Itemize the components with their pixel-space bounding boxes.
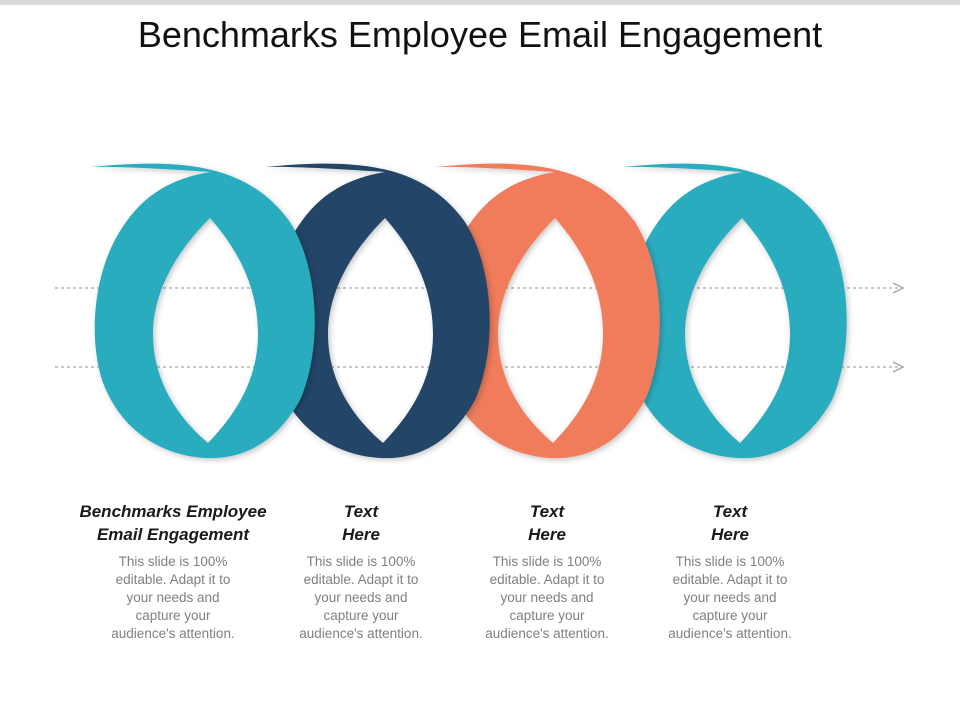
item-3-desc-line: editable. Adapt it to (489, 572, 605, 587)
item-4-desc-line: This slide is 100% (675, 554, 785, 569)
item-2-desc-line: This slide is 100% (306, 554, 416, 569)
item-3-heading-line1: Text (529, 502, 565, 521)
item-3: Text Here This slide is 100% editable. A… (442, 500, 652, 643)
item-3-description: This slide is 100% editable. Adapt it to… (442, 553, 652, 643)
item-2-desc-line: editable. Adapt it to (303, 572, 419, 587)
loop-4 (622, 163, 847, 459)
item-3-desc-line: audience's attention. (485, 626, 609, 641)
top-bar (0, 0, 960, 5)
item-2-heading: Text Here (256, 500, 466, 546)
item-4-desc-line: capture your (692, 608, 768, 623)
item-4-desc-line: audience's attention. (668, 626, 792, 641)
item-3-heading: Text Here (442, 500, 652, 546)
item-3-desc-line: This slide is 100% (492, 554, 602, 569)
item-4-description: This slide is 100% editable. Adapt it to… (625, 553, 835, 643)
item-4-desc-line: editable. Adapt it to (672, 572, 788, 587)
item-2-heading-line2: Here (342, 525, 380, 544)
item-1-heading-line1: Benchmarks Employee (79, 502, 267, 521)
loop-1 (90, 163, 315, 459)
item-1-desc-line: editable. Adapt it to (115, 572, 231, 587)
item-4-heading-line2: Here (711, 525, 749, 544)
item-2-desc-line: your needs and (314, 590, 408, 605)
item-3-desc-line: capture your (509, 608, 585, 623)
item-4: Text Here This slide is 100% editable. A… (625, 500, 835, 643)
item-3-desc-line: your needs and (500, 590, 594, 605)
page-title: Benchmarks Employee Email Engagement (137, 14, 823, 55)
loop-3 (435, 163, 660, 459)
item-2-heading-line1: Text (343, 502, 379, 521)
item-4-heading: Text Here (625, 500, 835, 546)
item-1: Benchmarks Employee Email Engagement Thi… (68, 500, 278, 643)
item-1-desc-line: audience's attention. (111, 626, 235, 641)
loop-2 (265, 163, 490, 459)
item-1-desc-line: This slide is 100% (118, 554, 228, 569)
item-4-desc-line: your needs and (683, 590, 777, 605)
item-1-description: This slide is 100% editable. Adapt it to… (68, 553, 278, 643)
item-4-heading-line1: Text (712, 502, 748, 521)
item-1-desc-line: capture your (135, 608, 211, 623)
item-3-heading-line2: Here (528, 525, 566, 544)
item-2-description: This slide is 100% editable. Adapt it to… (256, 553, 466, 643)
item-2-desc-line: capture your (323, 608, 399, 623)
item-1-desc-line: your needs and (126, 590, 220, 605)
item-2-desc-line: audience's attention. (299, 626, 423, 641)
item-1-heading-line2: Email Engagement (96, 525, 250, 544)
item-1-heading: Benchmarks Employee Email Engagement (68, 500, 278, 546)
item-2: Text Here This slide is 100% editable. A… (256, 500, 466, 643)
